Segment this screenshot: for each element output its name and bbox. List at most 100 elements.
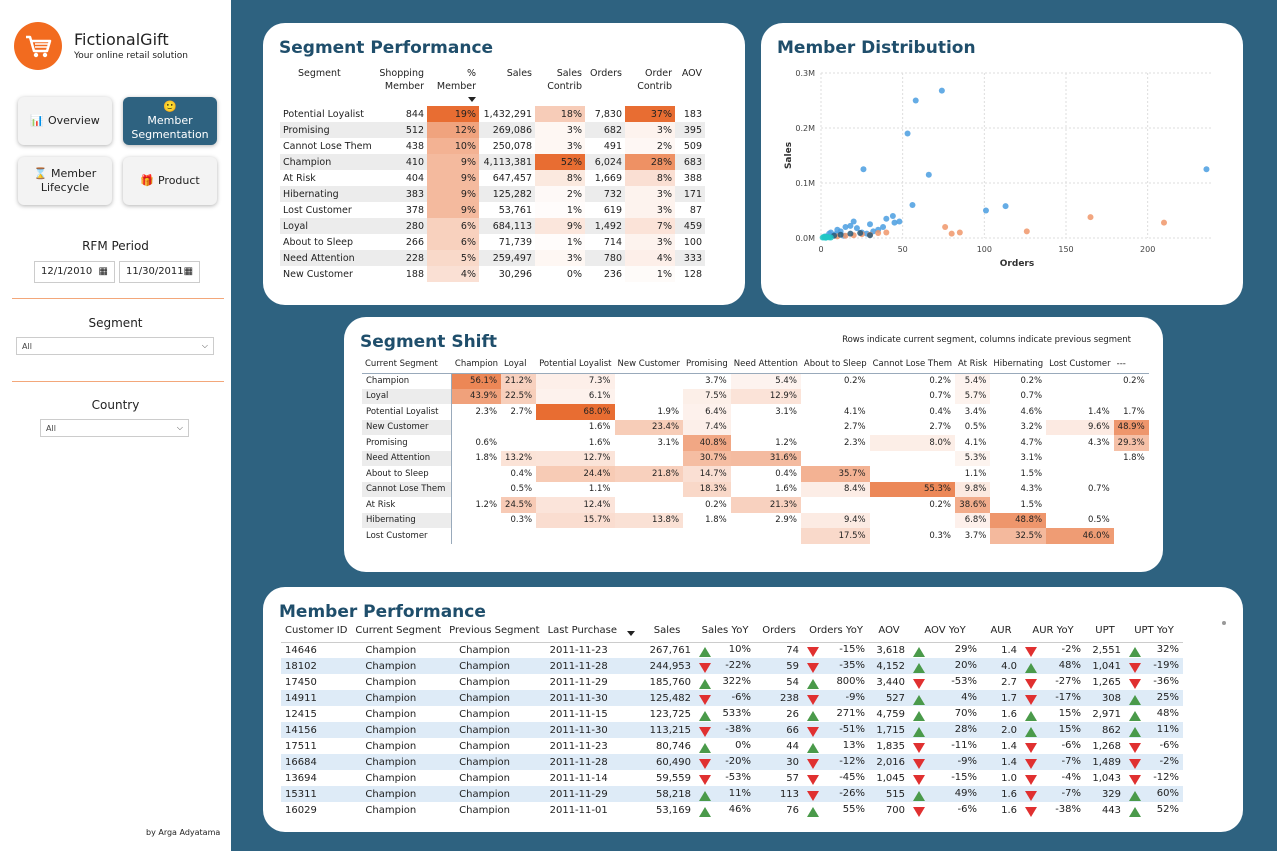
segment-shift-table: Current Segment Champion Loyal Potential Lo… <box>362 355 1149 544</box>
member-performance-panel: Member Performance Customer ID Current Se… <box>263 587 1243 832</box>
column-header[interactable]: Sales Contrib <box>535 67 585 106</box>
column-header[interactable]: Current Segment <box>351 620 446 643</box>
table-cell: Need Attention <box>362 450 453 466</box>
yoy-cell: -9% <box>803 690 870 706</box>
column-header[interactable]: Last Purchase <box>543 620 640 643</box>
table-cell: 74 <box>786 644 800 656</box>
nav-member-segmentation-button[interactable]: 🙂 Member Segmentation <box>123 97 217 145</box>
person-icon: 🙂 <box>163 100 177 113</box>
table-cell: 185,760 <box>649 676 692 688</box>
yoy-cell: 32% <box>1125 642 1183 658</box>
column-header[interactable]: New Customer <box>614 355 684 374</box>
column-header[interactable]: Order Contrib <box>625 67 675 106</box>
column-header[interactable]: AOV <box>675 67 705 106</box>
nav-member-lifecycle-button[interactable]: ⌛ Member Lifecycle <box>18 157 112 205</box>
table-cell: Champion <box>365 644 417 656</box>
table-cell: 683 <box>675 154 705 170</box>
date-end-input[interactable]: 11/30/2011 ▦ <box>119 261 200 283</box>
table-cell <box>870 451 955 467</box>
column-header[interactable]: UPT <box>1085 620 1126 643</box>
table-cell: 9.6% <box>1046 419 1114 435</box>
triangle-down-icon <box>1025 774 1038 785</box>
yoy-value: 533% <box>722 707 752 719</box>
table-row: Loyal 43.9% 22.5% 6.1% 7.5% 12.9% 0.7% 5.7% 0.7% <box>362 388 1149 404</box>
triangle-up-icon <box>913 710 926 721</box>
nav-overview-button[interactable]: 📊 Overview <box>18 97 112 145</box>
column-header[interactable]: Potential Loyalist <box>536 355 615 374</box>
scrollbar-handle[interactable] <box>1222 621 1226 625</box>
date-start-input[interactable]: 12/1/2010 ▦ <box>34 261 115 283</box>
table-cell: 395 <box>675 122 705 138</box>
table-cell: 1,669 <box>594 172 622 184</box>
nav-product-button[interactable]: 🎁 Product <box>123 157 217 205</box>
yoy-value: -20% <box>725 755 752 767</box>
column-header[interactable]: About to Sleep <box>800 355 870 374</box>
table-row: 16684 Champion Champion 2011-11-28 60,490 -20… <box>281 754 1184 770</box>
segment-select[interactable]: All ⌵ <box>16 337 214 355</box>
column-header[interactable]: Orders <box>585 67 625 106</box>
column-header[interactable]: Previous Segment <box>445 620 544 643</box>
table-cell: 732 <box>585 186 625 202</box>
column-header[interactable]: Promising <box>683 355 731 374</box>
column-header[interactable]: AUR <box>981 620 1022 643</box>
column-header[interactable]: Orders YoY <box>803 620 870 643</box>
yoy-value: -9% <box>957 755 978 767</box>
table-cell: 17.5% <box>800 528 870 544</box>
column-header-label: Current Segment <box>355 625 442 637</box>
column-header[interactable]: Lost Customer <box>1046 355 1114 374</box>
x-tick-label: 200 <box>1140 245 1155 254</box>
column-header-label: Sales YoY <box>701 625 749 637</box>
y-tick-label: 0.3M <box>795 69 815 78</box>
table-cell: 10% <box>427 138 479 154</box>
column-header[interactable]: UPT YoY <box>1125 620 1184 643</box>
yoy-value: 271% <box>836 707 866 719</box>
column-header[interactable]: Hibernating <box>990 355 1047 374</box>
column-header[interactable]: At Risk <box>954 355 991 374</box>
column-header[interactable]: Sales <box>639 620 696 643</box>
table-cell: 0.2% <box>1123 376 1145 386</box>
column-header[interactable]: AOV <box>869 620 910 643</box>
yoy-cell: -11% <box>909 738 981 754</box>
column-header[interactable]: Sales <box>479 67 535 106</box>
column-header[interactable]: Champion <box>451 355 502 374</box>
chevron-down-icon: ⌵ <box>201 341 208 350</box>
table-cell: 1.6% <box>775 484 797 495</box>
column-header[interactable]: --- <box>1113 355 1149 374</box>
data-point <box>842 224 849 230</box>
table-cell: 125,482 <box>639 690 696 706</box>
table-cell: 4.1% <box>964 437 987 448</box>
table-cell: 58,218 <box>639 786 696 802</box>
triangle-down-icon <box>807 790 820 801</box>
table-cell: 3% <box>625 234 675 250</box>
column-header[interactable]: Sales YoY <box>695 620 756 643</box>
table-cell: Potential Loyalist <box>283 108 364 120</box>
column-header[interactable]: AUR YoY <box>1021 620 1086 643</box>
member-distribution-panel: Member Distribution 0.0M 0.1M 0.2M 0.3M 0 50 1… <box>761 23 1243 305</box>
column-header[interactable]: Shopping Member <box>375 67 427 106</box>
yoy-cell: 49% <box>909 786 982 802</box>
column-header-label: Last Purchase <box>547 625 618 637</box>
table-cell: 2011-11-29 <box>549 676 608 688</box>
column-header[interactable]: % Member <box>427 67 479 106</box>
table-cell: 2,551 <box>1092 644 1122 656</box>
column-header[interactable]: Customer ID <box>281 620 352 643</box>
table-cell: 17450 <box>285 676 317 688</box>
table-cell <box>501 420 536 436</box>
column-header[interactable]: Loyal <box>501 355 537 374</box>
table-cell: 12415 <box>285 708 317 720</box>
column-header[interactable]: Cannot Lose Them <box>869 355 955 374</box>
column-header[interactable]: Segment <box>280 67 375 106</box>
table-cell: 7.5% <box>683 388 731 404</box>
data-point <box>857 230 864 237</box>
table-cell: 26 <box>786 708 800 720</box>
column-header[interactable]: Orders <box>755 620 804 643</box>
hourglass-icon: ⌛ <box>33 167 48 180</box>
table-cell: 1.8% <box>475 453 498 464</box>
column-header[interactable]: Current Segment <box>362 355 452 374</box>
column-header[interactable]: AOV YoY <box>909 620 982 643</box>
country-select[interactable]: All ⌵ <box>40 419 189 437</box>
table-cell: 1.6 <box>1001 708 1018 720</box>
column-header[interactable]: Need Attention <box>730 355 801 374</box>
table-cell: 1.6 <box>981 786 1022 802</box>
yoy-cell: -53% <box>909 674 981 690</box>
